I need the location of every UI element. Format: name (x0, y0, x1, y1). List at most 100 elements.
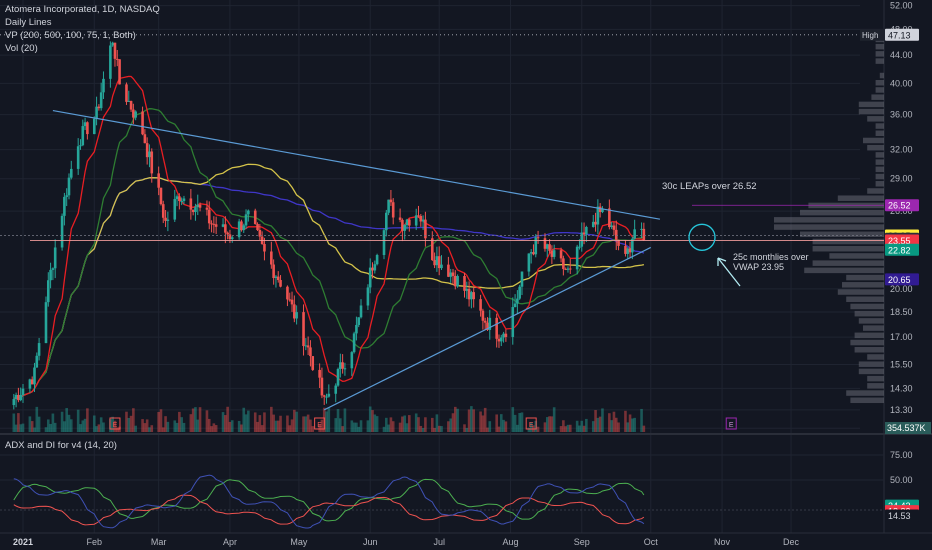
price-badge: 47.13 (888, 30, 911, 40)
volume-bar (325, 411, 328, 432)
candle-body (320, 377, 324, 396)
candle-body (626, 248, 630, 254)
volume-bar (495, 414, 498, 432)
volume-bar (626, 422, 630, 432)
candle-body (286, 286, 289, 300)
candle-body (198, 204, 202, 208)
volume-bar (614, 417, 618, 432)
di-plus-line (13, 478, 645, 522)
volume-bar (191, 408, 195, 432)
candle-body (111, 42, 114, 46)
volume-profile-bar (875, 43, 884, 50)
volume-bar (198, 407, 202, 432)
volume-profile-bar (812, 260, 884, 266)
volume-bar (472, 409, 475, 432)
candle-body (143, 134, 147, 144)
candle-body (421, 219, 425, 222)
volume-profile-bar (867, 116, 884, 122)
adx-badge-bg (885, 509, 919, 522)
volume-bar (389, 417, 393, 432)
candle-body (191, 209, 195, 213)
volume-bar (633, 417, 636, 432)
volume-profile-bar (846, 390, 884, 396)
candle-body (375, 254, 379, 265)
candle-body (481, 310, 485, 321)
candle-body (240, 221, 243, 231)
adx-axis-label: 50.00 (890, 475, 913, 485)
volume-bar (253, 412, 257, 432)
candle-body (419, 215, 423, 222)
volume-bar (357, 426, 361, 432)
candle-body (63, 196, 66, 216)
price-axis-label: 32.00 (890, 145, 913, 155)
candle-body (608, 208, 611, 228)
candle-body (568, 268, 572, 270)
volume-bar (63, 421, 66, 432)
candle-body (325, 396, 328, 398)
volume-bar (596, 417, 600, 432)
volume-bar (497, 426, 501, 432)
volume-bar (166, 421, 170, 432)
volume-bar (46, 419, 50, 432)
volume-profile-bar (863, 137, 884, 144)
volume-bar (129, 415, 133, 432)
volume-bar (408, 415, 411, 432)
candle-body (497, 338, 501, 342)
candle-body (189, 198, 193, 210)
volume-profile-bar (875, 152, 884, 158)
adx-indicator-label: ADX and DI for v4 (14, 20) (5, 440, 117, 451)
volume-bar (295, 411, 298, 432)
volume-bar (612, 411, 616, 432)
volume-bar (543, 422, 547, 432)
volume-bar (456, 408, 459, 432)
volume-profile-bar (875, 58, 884, 64)
volume-profile-bar (858, 318, 884, 324)
volume-bar (470, 406, 473, 432)
volume-bar (545, 417, 549, 432)
volume-profile-bar (804, 267, 884, 274)
volume-profile-bar (800, 209, 884, 216)
volume-bar (481, 415, 485, 432)
candle-body (408, 219, 411, 226)
volume-badge-bg (885, 422, 931, 434)
volume-bar (578, 425, 581, 432)
volume-bar (488, 421, 492, 432)
candle-body (511, 307, 515, 337)
di-minus-line (13, 494, 645, 526)
candle-body (224, 224, 227, 233)
candle-body (30, 379, 34, 385)
candle-body (182, 198, 186, 201)
volume-bar (405, 423, 409, 432)
volume-bar (628, 414, 632, 432)
candle-body (518, 286, 521, 299)
candle-body (435, 256, 439, 266)
volume-bar (230, 420, 234, 432)
earnings-marker-label: E (729, 422, 734, 429)
volume-bar (35, 406, 39, 432)
adx-axis-label: 75.00 (890, 450, 913, 460)
volume-bar (440, 426, 443, 432)
volume-bar (591, 421, 595, 432)
candle-body (180, 200, 183, 202)
volume-bar (28, 416, 32, 432)
candle-body (359, 305, 363, 318)
volume-bar (564, 426, 567, 432)
volume-profile-bar (850, 339, 884, 346)
volume-bar (359, 420, 363, 432)
volume-bar (256, 421, 259, 432)
candle-body (67, 177, 71, 196)
time-axis-label: Jun (363, 537, 378, 547)
volume-bar (178, 411, 181, 432)
candle-body (642, 228, 646, 241)
candle-body (341, 362, 344, 369)
volume-bar (279, 415, 282, 432)
candle-body (161, 204, 165, 218)
volume-bar (150, 425, 154, 432)
candle-body (244, 214, 248, 226)
volume-bar (293, 409, 296, 432)
volume-bar (424, 417, 427, 432)
time-axis-label: Dec (783, 537, 800, 547)
time-axis-label: Apr (223, 537, 237, 547)
volume-profile-bar (875, 51, 884, 57)
